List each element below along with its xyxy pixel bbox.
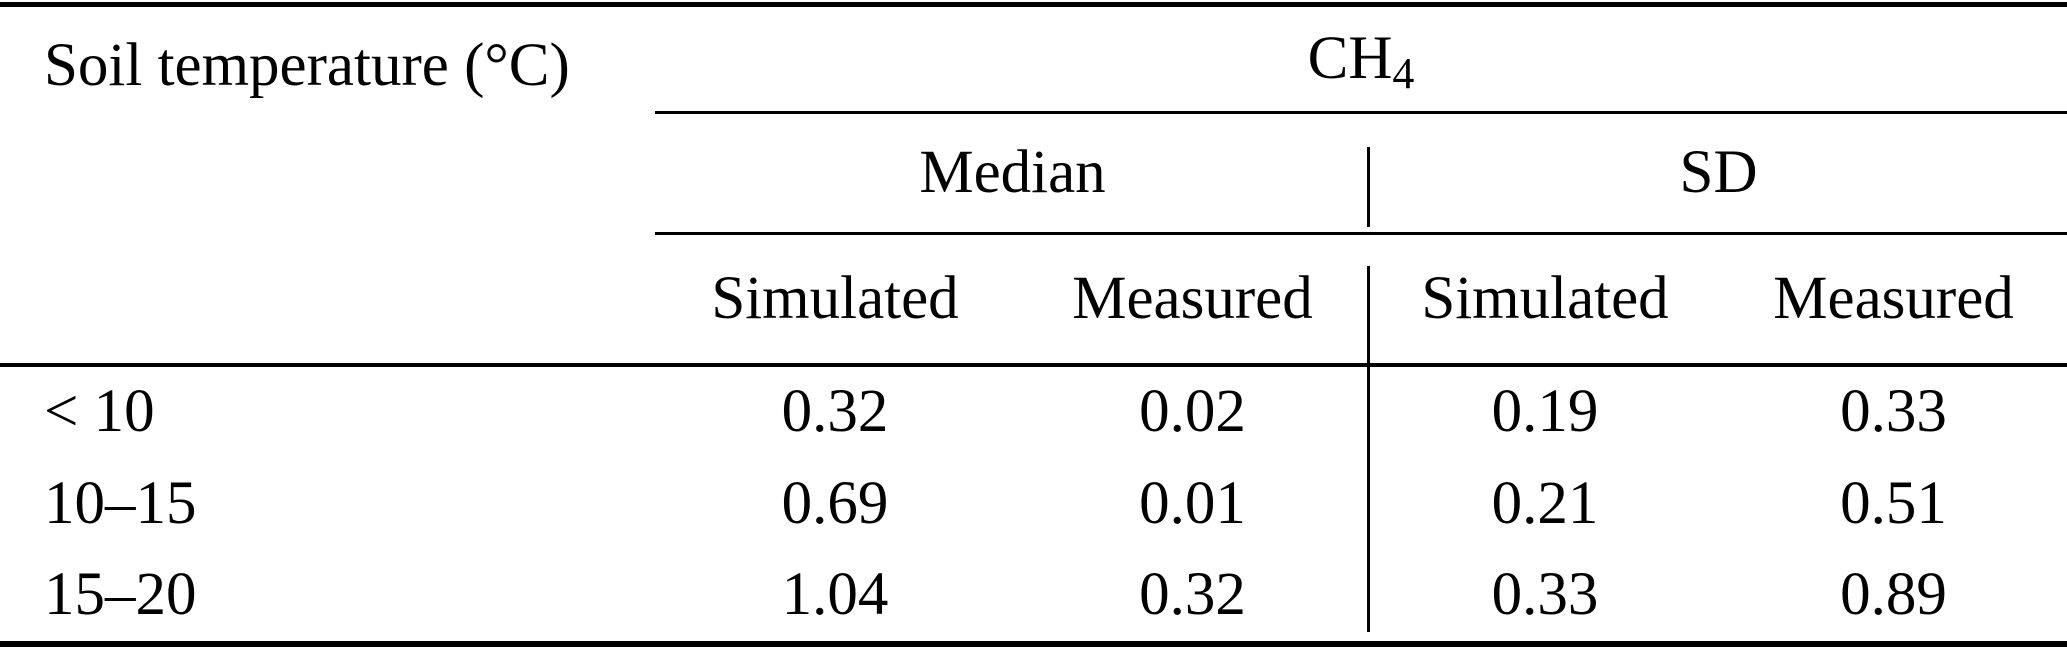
column-header-median-simulated: Simulated — [711, 264, 959, 332]
cell-median-measured: 0.32 — [1139, 561, 1246, 629]
cell-sd-simulated: 0.33 — [1491, 561, 1599, 629]
cell-median-simulated: 0.69 — [781, 469, 889, 537]
row-label: < 10 — [0, 362, 655, 458]
subgroup-header-median: Median — [655, 112, 1370, 235]
median-sd-divider-rule-lower — [1367, 266, 1370, 632]
cell-sd-simulated: 0.21 — [1491, 469, 1599, 537]
group-header-ch4: CH4 — [655, 4, 2067, 114]
table-row-subgroup-header: Median SD — [0, 112, 2067, 235]
table-row-column-headers: Simulated Measured Simulated Measured — [0, 234, 2067, 365]
row-label-column-header: Soil temperature (°C) — [44, 32, 570, 99]
cell-sd-measured: 0.51 — [1840, 469, 1947, 537]
ch4-subscript: 4 — [1392, 48, 1415, 98]
cell-sd-measured: 0.33 — [1720, 362, 2067, 458]
cell-median-measured: 0.02 — [1015, 362, 1370, 458]
cell-sd-measured: 0.89 — [1840, 561, 1947, 629]
cell-median-simulated: 1.04 — [781, 561, 889, 629]
column-header-sd-simulated: Simulated — [1421, 264, 1669, 332]
table-row-group-header: Soil temperature (°C) CH4 — [0, 4, 2067, 114]
column-header-sd-measured: Measured — [1773, 264, 2014, 332]
column-header-median-measured: Measured — [1072, 264, 1313, 332]
cell-median-simulated: 0.32 — [655, 362, 1015, 458]
table-row-temp-lt-10: < 10 0.32 0.02 0.19 0.33 — [0, 362, 2067, 458]
table-row-temp-10-15: 10–15 0.69 0.01 0.21 0.51 — [0, 458, 2067, 551]
ch4-label: CH — [1307, 24, 1393, 92]
median-sd-divider-rule-upper — [1367, 147, 1370, 227]
row-label: 10–15 — [44, 469, 197, 537]
table-row-temp-15-20: 15–20 1.04 0.32 0.33 0.89 — [0, 551, 2067, 644]
subgroup-header-sd: SD — [1370, 112, 2067, 235]
cell-sd-simulated: 0.19 — [1370, 362, 1720, 458]
cell-median-measured: 0.01 — [1139, 469, 1246, 537]
row-label: 15–20 — [44, 561, 197, 629]
ch4-results-table: Soil temperature (°C) CH4 Median SD Simu… — [0, 2, 2067, 647]
